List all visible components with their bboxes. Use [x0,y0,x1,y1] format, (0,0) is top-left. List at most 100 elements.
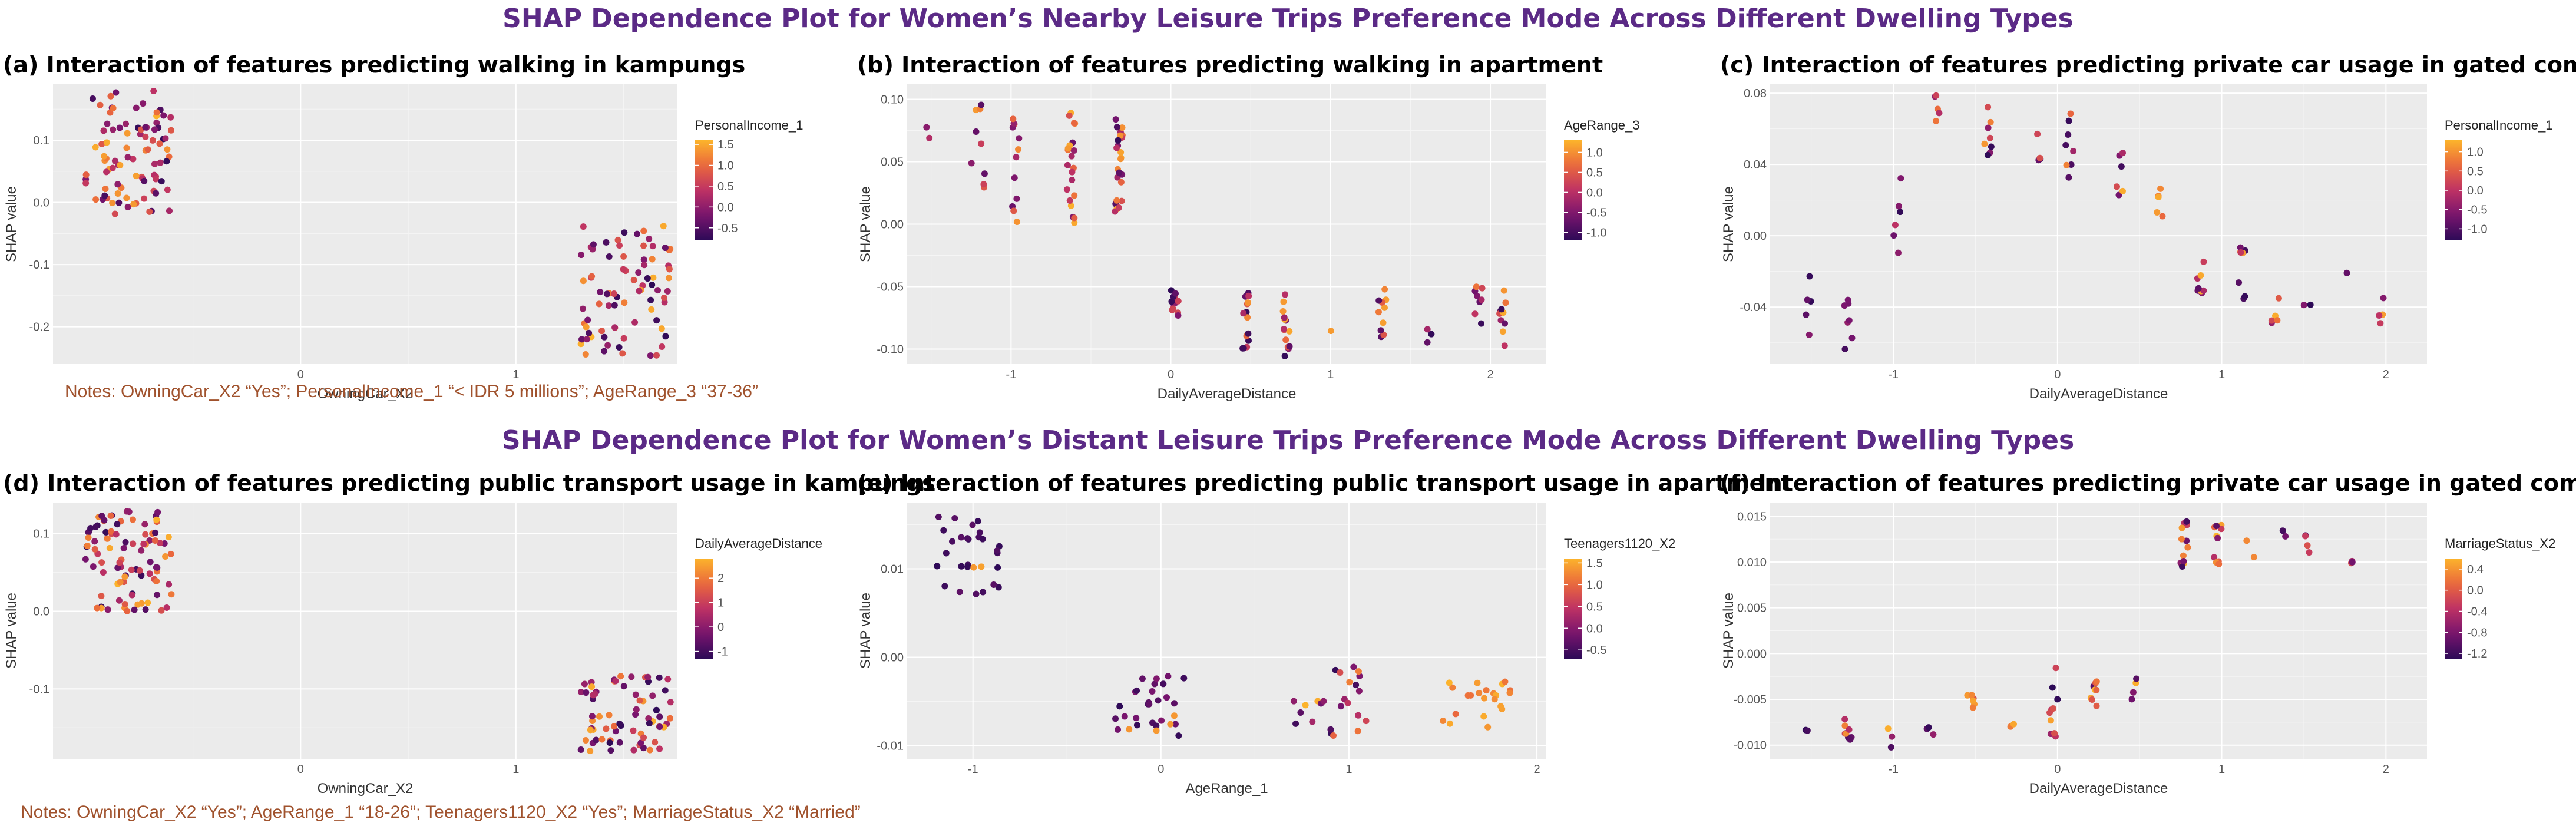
scatter-point [1297,709,1304,716]
scatter-point [632,691,639,698]
scatter-point [2093,678,2100,685]
scatter-point [165,534,172,541]
scatter-point [579,305,586,312]
scatter-point [98,141,105,148]
panel-d: (d) Interaction of features predicting p… [3,470,935,800]
scatter-point [142,124,149,131]
scatter-point [2275,295,2282,302]
scatter-point [598,736,606,743]
scatter-point [1984,151,1991,158]
scatter-point [1803,311,1810,318]
scatter-point [578,252,585,259]
scatter-point [958,534,965,541]
scatter-point [140,100,147,107]
x-tick-label: 2 [1533,763,1540,776]
scatter-point [2300,302,2307,309]
scatter-point [2304,542,2311,549]
scatter-point [605,302,612,309]
scatter-point [1375,297,1383,304]
x-tick-label: 1 [1345,763,1352,776]
scatter-point [141,177,148,184]
x-tick-label: 2 [2383,368,2389,381]
scatter-point [649,692,656,699]
scatter-point [87,524,94,531]
scatter-point [1506,689,1513,696]
scatter-point [1969,704,1976,711]
scatter-point [968,160,975,167]
scatter-point [1986,134,1993,141]
scatter-point [606,253,613,260]
scatter-point [1968,692,1975,699]
scatter-point [2093,702,2100,709]
scatter-point [82,171,90,179]
scatter-point [2306,549,2313,556]
scatter-point [92,144,99,151]
scatter-point [978,101,985,108]
scatter-point [1805,331,1813,338]
scatter-point [1066,112,1073,119]
scatter-point [653,317,660,324]
scatter-point [583,336,590,343]
scatter-point [640,227,647,234]
y-tick-label: 0.015 [1737,510,1767,523]
panel-d-title: (d) Interaction of features predicting p… [3,470,935,496]
scatter-point [601,333,608,341]
scatter-point [2093,686,2100,693]
scatter-point [2218,526,2225,533]
scatter-point [1327,726,1334,733]
scatter-point [2307,301,2314,308]
scatter-point [114,181,121,188]
scatter-point [2047,717,2054,724]
chart-a: 0 1 -0.2 -0.1 0.0 0.1 OwningCar_X2 SHAP value Pe… [4,84,803,402]
scatter-point [2118,163,2125,170]
scatter-point [583,323,590,331]
panel-e-title: (e) Interaction of features predicting p… [857,470,1791,496]
scatter-point [1175,732,1182,739]
scatter-point [110,104,117,111]
legend-tick-label: 1.0 [2467,146,2484,159]
scatter-point [109,164,116,171]
scatter-point [1133,687,1140,694]
scatter-point [2197,272,2204,279]
scatter-point [2237,244,2244,251]
scatter-point [1281,352,1288,359]
scatter-point [616,242,623,249]
scatter-point [981,170,988,177]
scatter-point [662,333,669,340]
scatter-point [1841,716,1848,723]
scatter-point [612,678,619,685]
scatter-point [1071,214,1078,222]
scatter-point [1281,291,1288,298]
scatter-point [943,550,950,557]
scatter-point [1279,308,1287,315]
scatter-point [1452,711,1459,718]
scatter-point [1848,335,1856,342]
scatter-point [969,521,976,528]
scatter-point [934,563,941,570]
scatter-point [97,101,104,108]
scatter-point [964,535,971,542]
scatter-point [84,543,91,550]
scatter-point [2184,544,2191,551]
scatter-point [588,713,596,720]
legend-title: DailyAverageDistance [695,536,822,551]
scatter-point [589,717,596,724]
scatter-point [1895,203,1902,210]
scatter-point [2343,269,2350,276]
scatter-point [2236,279,2243,286]
scatter-point [163,604,170,611]
x-axis-label: AgeRange_1 [1185,781,1268,797]
scatter-point [2180,558,2187,565]
scatter-point [577,689,584,696]
scatter-point [647,296,654,303]
scatter-point [160,112,167,119]
scatter-point [103,139,110,146]
x-axis-label: OwningCar_X2 [318,781,414,797]
scatter-point [1170,700,1178,707]
scatter-point [659,343,666,350]
scatter-point [1479,285,1486,292]
scatter-point [586,329,593,336]
scatter-point [102,186,109,193]
scatter-point [1841,722,1848,729]
scatter-point [1117,179,1125,186]
